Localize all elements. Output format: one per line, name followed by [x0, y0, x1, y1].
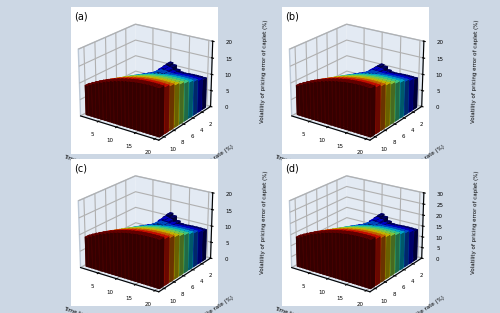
- Y-axis label: Strike rate (%): Strike rate (%): [410, 295, 446, 313]
- X-axis label: Time to maturity (years): Time to maturity (years): [274, 154, 340, 179]
- X-axis label: Time to maturity (years): Time to maturity (years): [63, 154, 129, 179]
- Text: (b): (b): [285, 11, 298, 21]
- X-axis label: Time to maturity (years): Time to maturity (years): [63, 306, 129, 313]
- Y-axis label: Strike rate (%): Strike rate (%): [410, 144, 446, 170]
- Y-axis label: Strike rate (%): Strike rate (%): [198, 144, 234, 170]
- Text: (d): (d): [285, 163, 298, 173]
- Y-axis label: Strike rate (%): Strike rate (%): [198, 295, 234, 313]
- Text: (a): (a): [74, 11, 88, 21]
- X-axis label: Time to maturity (years): Time to maturity (years): [274, 306, 340, 313]
- Text: (c): (c): [74, 163, 86, 173]
